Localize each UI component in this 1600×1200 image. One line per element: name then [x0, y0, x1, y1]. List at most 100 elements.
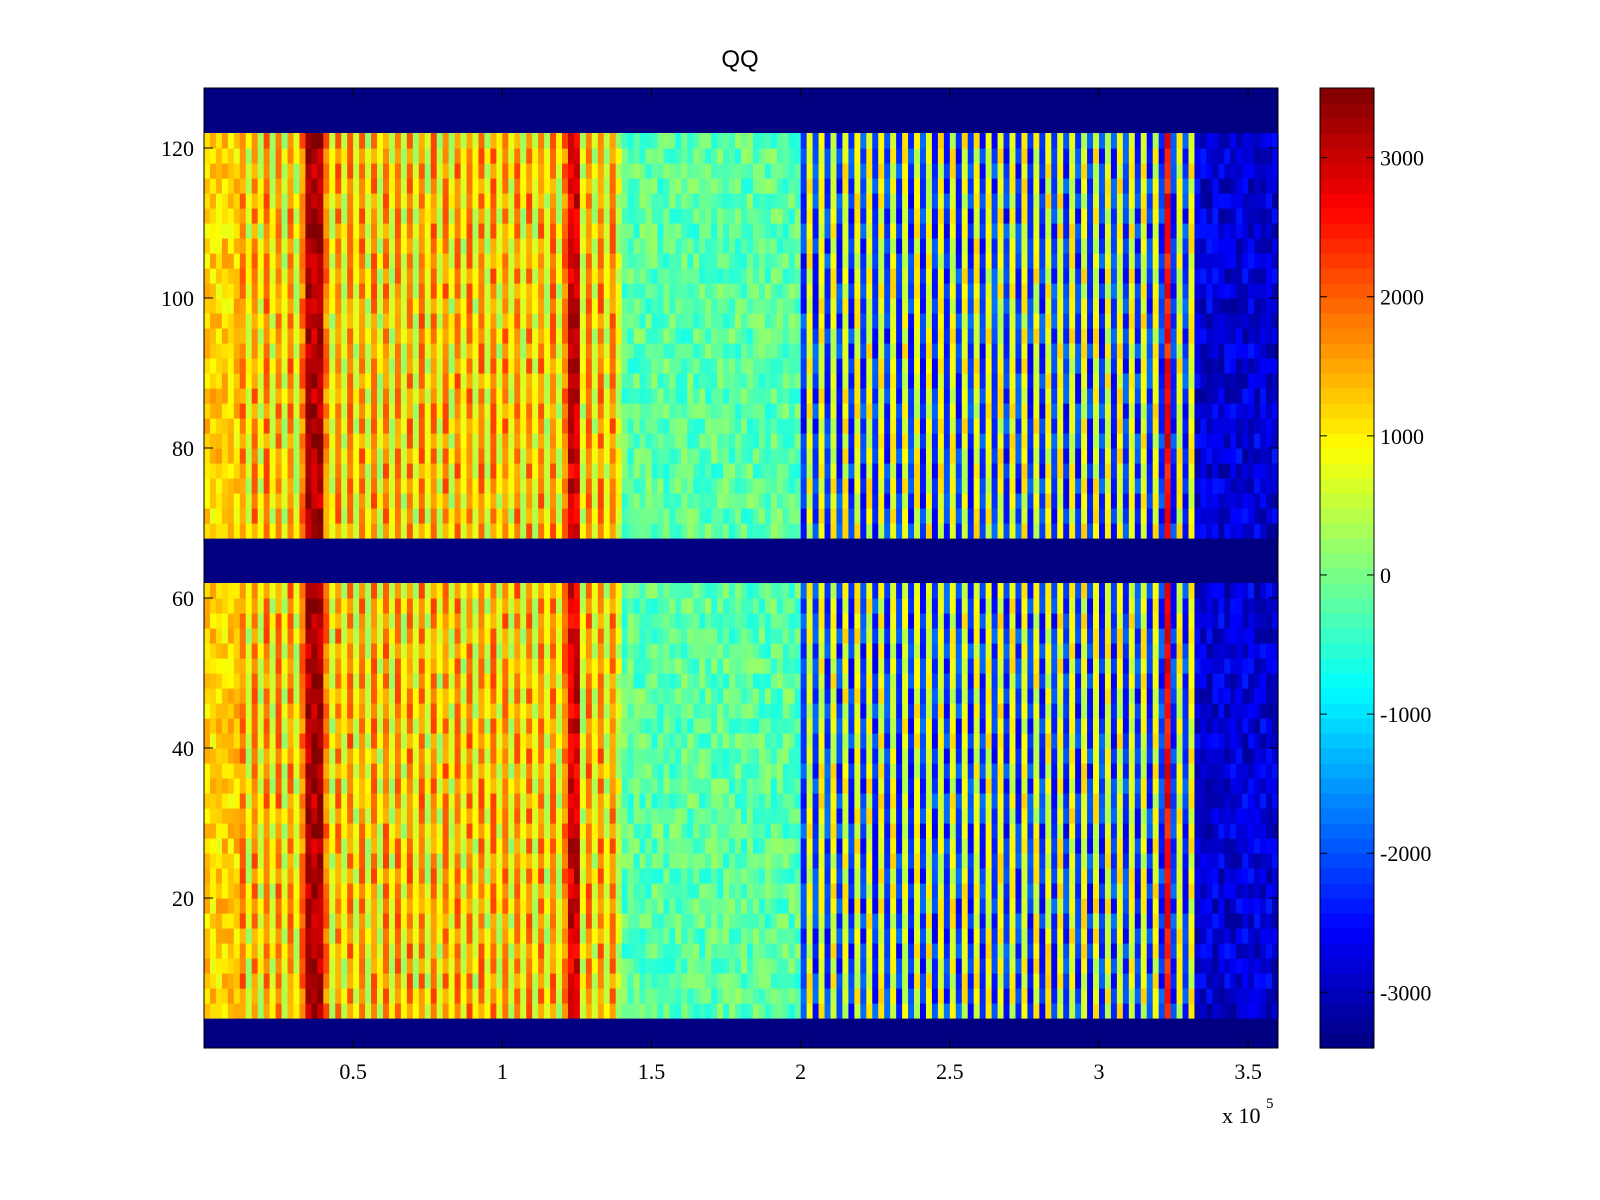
- heatmap-cell: [651, 658, 659, 674]
- heatmap-cell: [448, 433, 456, 449]
- heatmap-cell: [227, 448, 235, 464]
- heatmap-cell: [544, 508, 551, 524]
- heatmap-cell: [478, 163, 486, 179]
- heatmap-cell: [347, 853, 354, 869]
- heatmap-cell: [538, 628, 545, 644]
- heatmap-cell: [603, 418, 611, 434]
- heatmap-cell: [514, 898, 521, 914]
- heatmap-cell: [729, 733, 736, 749]
- heatmap-cell: [681, 238, 688, 254]
- heatmap-cell: [442, 433, 450, 449]
- heatmap-cell: [514, 973, 521, 989]
- heatmap-cell: [633, 658, 641, 674]
- heatmap-cell: [472, 523, 480, 539]
- heatmap-cell: [442, 808, 450, 824]
- heatmap-cell: [275, 883, 283, 899]
- heatmap-cell: [317, 748, 324, 764]
- heatmap-cell: [562, 133, 569, 149]
- heatmap-cell: [562, 583, 569, 599]
- heatmap-cell: [388, 1003, 396, 1019]
- heatmap-cell: [544, 298, 551, 314]
- heatmap-cell: [478, 988, 486, 1004]
- heatmap-cell: [383, 373, 390, 389]
- heatmap-cell: [430, 838, 438, 854]
- heatmap-cell: [406, 658, 414, 674]
- heatmap-cell: [257, 838, 265, 854]
- heatmap-cell: [269, 253, 277, 269]
- heatmap-cell: [627, 373, 635, 389]
- heatmap-cell: [430, 148, 438, 164]
- heatmap-cell: [711, 733, 718, 749]
- heatmap-cell: [693, 163, 700, 179]
- heatmap-cell: [681, 958, 688, 974]
- heatmap-cell: [687, 448, 694, 464]
- heatmap-cell: [323, 913, 330, 929]
- heatmap-cell: [520, 238, 527, 254]
- heatmap-cell: [466, 223, 474, 239]
- heatmap-cell: [717, 688, 724, 704]
- heatmap-cell: [388, 793, 396, 809]
- heatmap-cell: [633, 688, 641, 704]
- heatmap-cell: [281, 178, 289, 194]
- heatmap-cell: [454, 463, 462, 479]
- heatmap-cell: [532, 823, 539, 839]
- heatmap-cell: [341, 523, 348, 539]
- heatmap-cell: [275, 283, 283, 299]
- heatmap-cell: [603, 448, 611, 464]
- heatmap-cell: [550, 328, 557, 344]
- heatmap-cell: [496, 328, 503, 344]
- heatmap-cell: [281, 208, 289, 224]
- heatmap-cell: [442, 223, 450, 239]
- heatmap-cell: [460, 133, 468, 149]
- heatmap-cell: [365, 718, 372, 734]
- heatmap-cell: [251, 778, 259, 794]
- heatmap-cell: [305, 928, 312, 944]
- heatmap-cell: [526, 838, 533, 854]
- heatmap-cell: [400, 313, 408, 329]
- heatmap-cell: [383, 388, 390, 404]
- heatmap-cell: [275, 523, 283, 539]
- heatmap-cell: [388, 493, 396, 509]
- heatmap-cell: [520, 733, 527, 749]
- heatmap-cell: [359, 868, 366, 884]
- heatmap-cell: [311, 208, 318, 224]
- heatmap-cell: [585, 688, 593, 704]
- heatmap-cell: [597, 358, 605, 374]
- heatmap-cell: [633, 403, 641, 419]
- heatmap-cell: [233, 148, 241, 164]
- heatmap-cell: [221, 523, 229, 539]
- heatmap-cell: [597, 913, 605, 929]
- heatmap-cell: [526, 673, 533, 689]
- heatmap-cell: [365, 778, 372, 794]
- heatmap-cell: [544, 913, 551, 929]
- heatmap-cell: [323, 373, 330, 389]
- heatmap-cell: [520, 838, 527, 854]
- heatmap-cell: [681, 373, 688, 389]
- heatmap-cell: [406, 748, 414, 764]
- heatmap-cell: [239, 628, 247, 644]
- heatmap-cell: [651, 673, 659, 689]
- heatmap-cell: [227, 883, 235, 899]
- heatmap-cell: [496, 448, 503, 464]
- heatmap-cell: [579, 718, 587, 734]
- heatmap-cell: [430, 943, 438, 959]
- heatmap-cell: [639, 208, 647, 224]
- heatmap-cell: [705, 898, 712, 914]
- heatmap-cell: [609, 223, 617, 239]
- heatmap-cell: [484, 373, 491, 389]
- heatmap-cell: [717, 298, 724, 314]
- heatmap-cell: [209, 253, 217, 269]
- heatmap-cell: [275, 373, 283, 389]
- heatmap-cell: [341, 283, 348, 299]
- heatmap-cell: [239, 178, 247, 194]
- heatmap-cell: [550, 283, 557, 299]
- heatmap-cell: [299, 598, 307, 614]
- heatmap-cell: [681, 808, 688, 824]
- heatmap-cell: [490, 508, 497, 524]
- heatmap-cell: [639, 403, 647, 419]
- heatmap-cell: [227, 898, 235, 914]
- heatmap-cell: [239, 703, 247, 719]
- heatmap-cell: [347, 403, 354, 419]
- heatmap-cell: [406, 718, 414, 734]
- heatmap-cell: [657, 373, 665, 389]
